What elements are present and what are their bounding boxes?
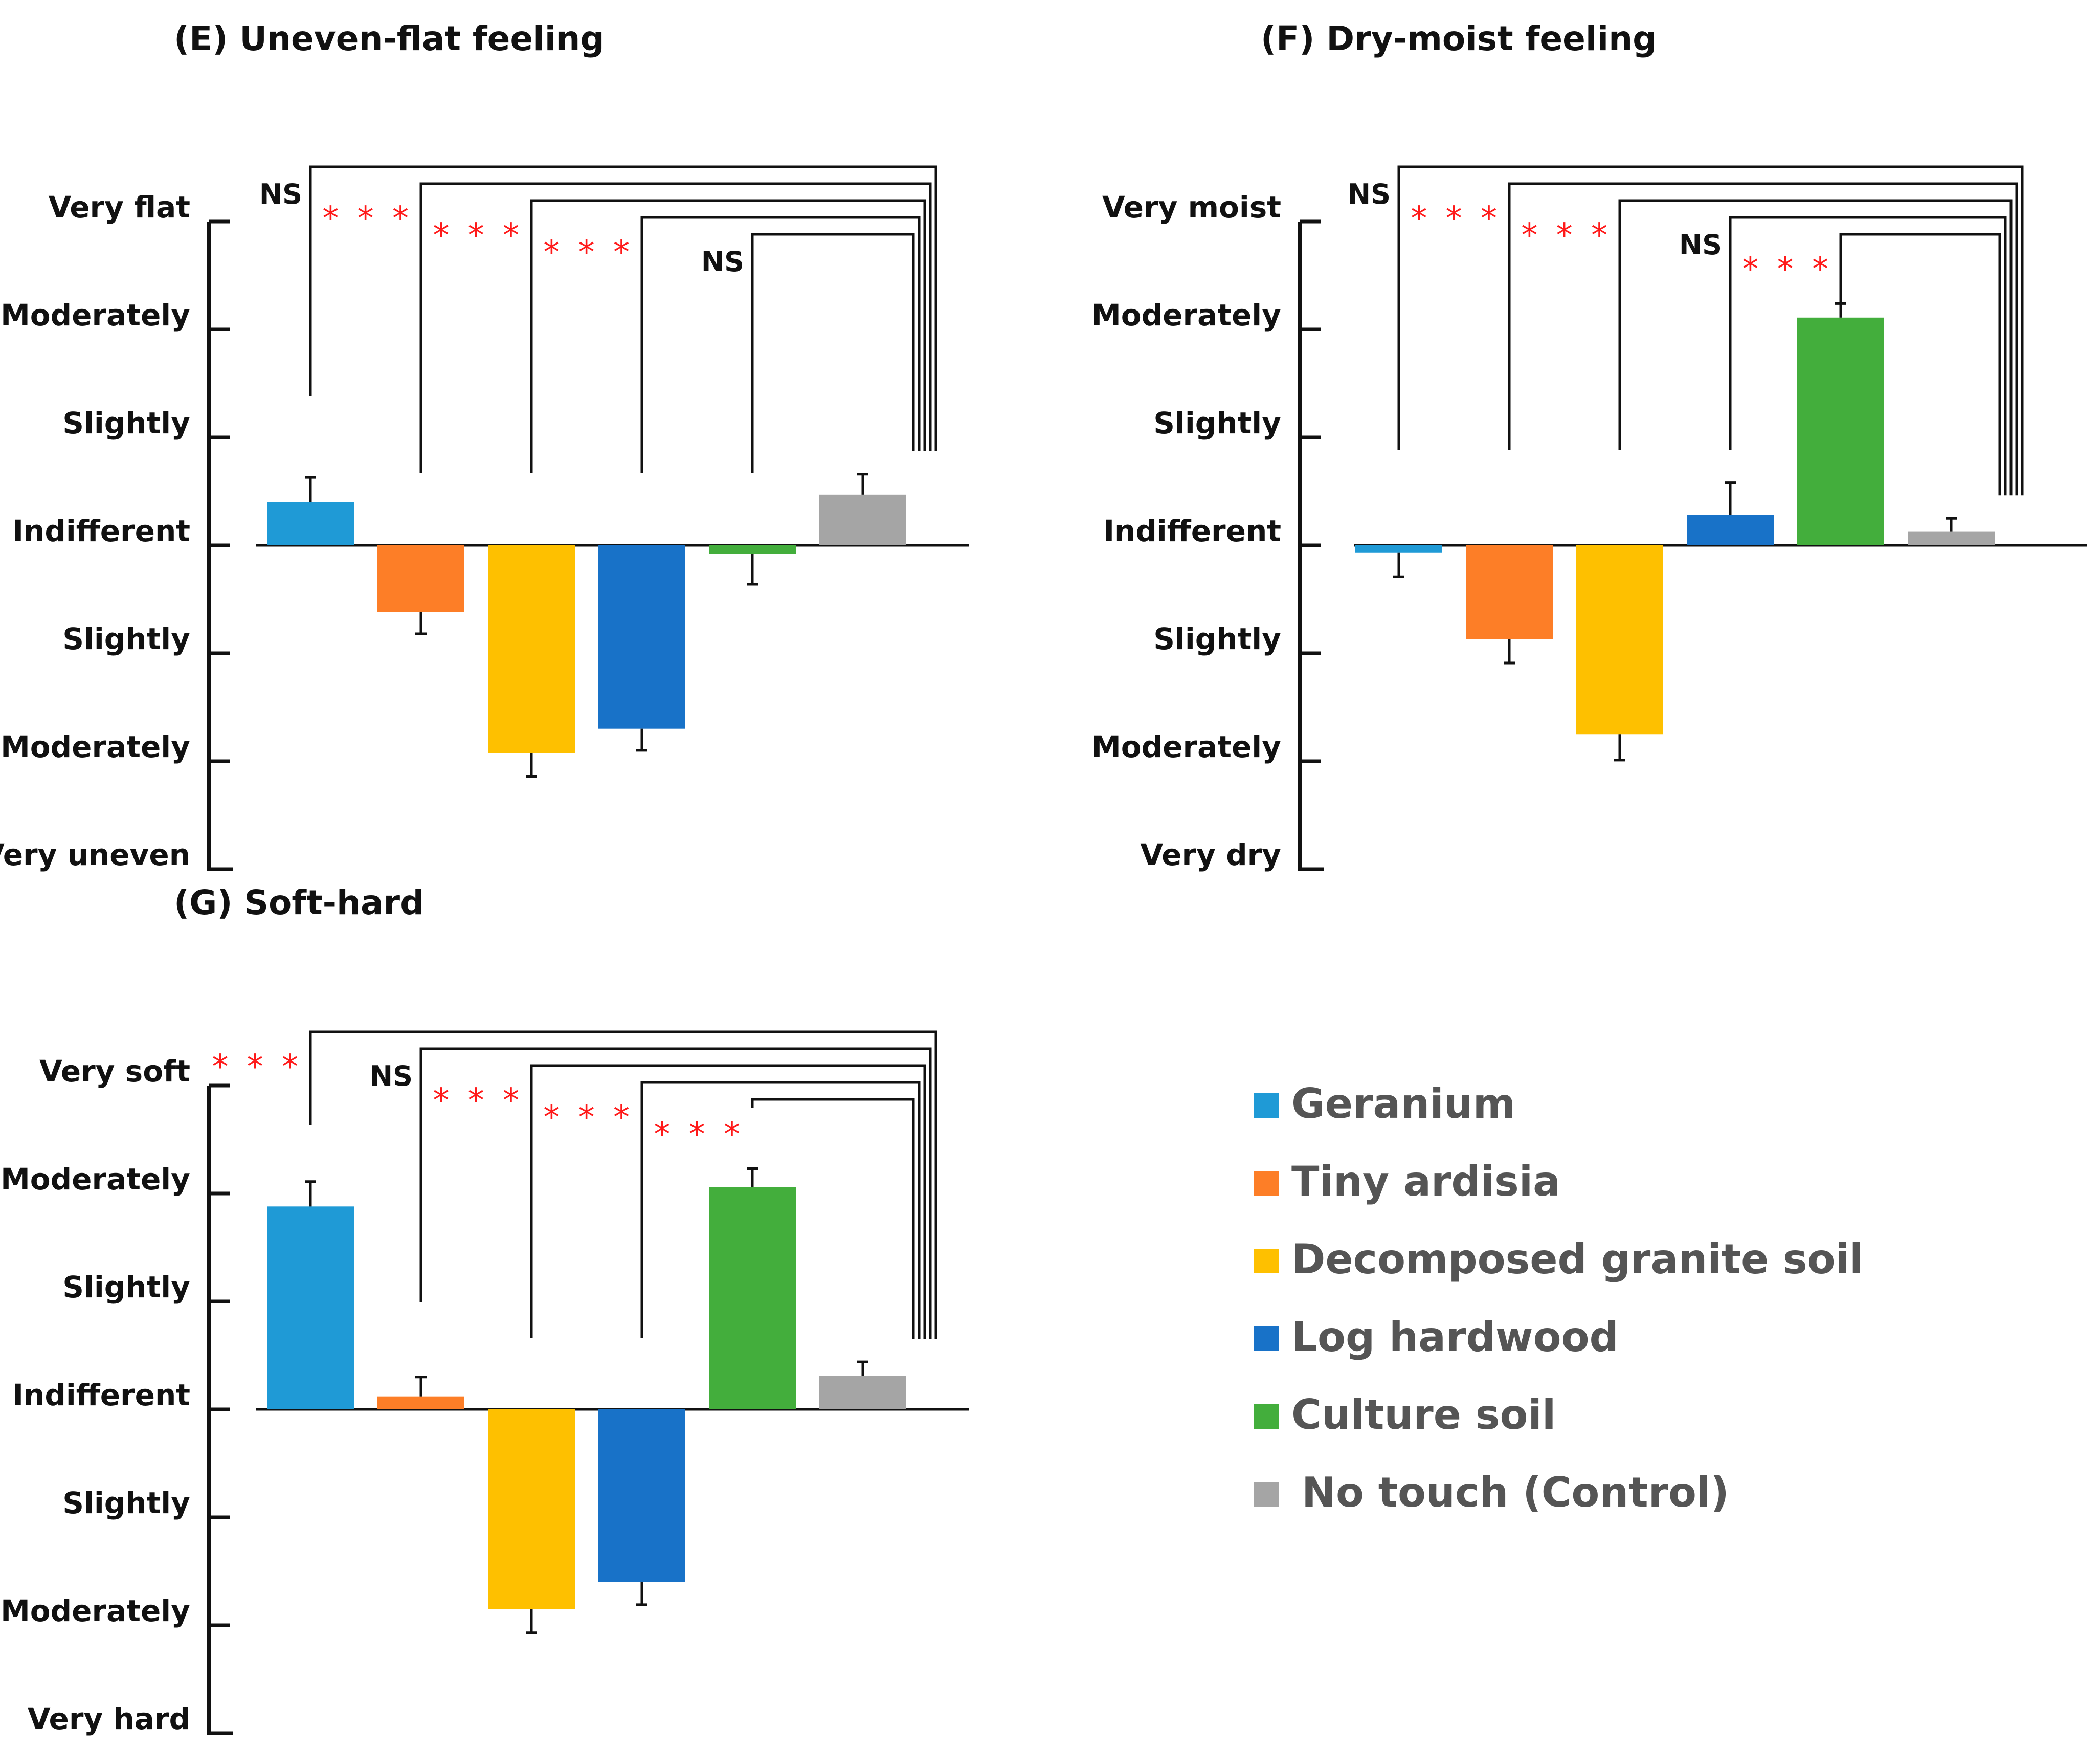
significance-label: NS xyxy=(701,246,744,278)
legend-swatch xyxy=(1254,1482,1279,1507)
legend-label: Culture soil xyxy=(1291,1391,1556,1439)
significance-label: * * * xyxy=(1411,200,1501,238)
y-tick-label: Slightly xyxy=(62,406,190,440)
significance-label: * * * xyxy=(1742,251,1833,289)
y-tick-label: Moderately xyxy=(1,1162,190,1197)
significance-label: NS xyxy=(370,1060,413,1092)
significance-label: NS xyxy=(1348,178,1391,210)
y-tick-label: Indifferent xyxy=(12,514,190,548)
significance-bracket xyxy=(751,1098,915,1339)
significance-bracket xyxy=(419,1047,932,1339)
legend-label: No touch (Control) xyxy=(1302,1469,1729,1516)
bar xyxy=(598,1409,685,1582)
y-tick-label: Very soft xyxy=(39,1054,190,1089)
significance-bracket xyxy=(530,1064,926,1339)
significance-label: NS xyxy=(1679,229,1722,261)
bar xyxy=(488,545,575,753)
legend-label: Tiny ardisia xyxy=(1291,1158,1560,1205)
significance-label: * * * xyxy=(654,1116,744,1154)
panel-title: (F) Dry-moist feeling xyxy=(1261,19,1657,58)
legend-swatch xyxy=(1254,1249,1279,1273)
bar xyxy=(267,502,354,545)
bar xyxy=(1576,545,1663,735)
y-tick-label: Very uneven xyxy=(0,837,190,872)
significance-bracket xyxy=(640,216,921,473)
legend-swatch xyxy=(1254,1093,1279,1118)
panel-title: (E) Uneven-flat feeling xyxy=(174,19,605,58)
significance-bracket xyxy=(419,182,932,473)
bar xyxy=(1908,531,1995,545)
bar xyxy=(709,545,796,554)
y-tick-label: Slightly xyxy=(1153,406,1281,440)
y-tick-label: Very flat xyxy=(48,190,190,225)
significance-bracket xyxy=(309,1030,937,1339)
significance-label: NS xyxy=(259,178,302,210)
y-tick-label: Moderately xyxy=(1091,298,1281,333)
significance-bracket xyxy=(1397,165,2024,496)
panel-soft-hard: (G) Soft-hard Very hard Moderately Slightl… xyxy=(1,883,969,1736)
y-tick-label: Moderately xyxy=(1,729,190,764)
significance-bracket xyxy=(1729,216,2007,496)
bar xyxy=(377,545,464,612)
significance-bracket xyxy=(1839,233,2001,496)
y-tick-label: Indifferent xyxy=(1103,514,1281,548)
legend-label: Log hardwood xyxy=(1291,1313,1619,1361)
y-tick-label: Indifferent xyxy=(12,1378,190,1412)
panel-dry-moist: (F) Dry-moist feeling Very dry Moderately… xyxy=(1091,19,2087,872)
significance-label: * * * xyxy=(433,217,523,255)
bar xyxy=(819,1376,906,1409)
significance-bracket xyxy=(1618,199,2013,496)
legend-swatch xyxy=(1254,1171,1279,1196)
bar xyxy=(267,1206,354,1409)
y-tick-label: Very dry xyxy=(1140,837,1281,872)
significance-label: * * * xyxy=(1521,217,1612,255)
y-tick-label: Very moist xyxy=(1102,190,1281,225)
panel-uneven-flat: (E) Uneven-flat feeling Very uneven Moder… xyxy=(0,19,969,872)
panel-title: (G) Soft-hard xyxy=(174,883,424,922)
bar xyxy=(709,1187,796,1409)
significance-bracket xyxy=(751,233,915,473)
bar xyxy=(1466,545,1553,639)
legend-swatch xyxy=(1254,1404,1279,1429)
significance-label: * * * xyxy=(212,1048,302,1086)
significance-bracket xyxy=(309,165,937,451)
bar xyxy=(488,1409,575,1609)
y-tick-label: Very hard xyxy=(28,1701,190,1736)
significance-bracket xyxy=(530,199,926,473)
significance-bracket xyxy=(1508,182,2018,496)
bar xyxy=(377,1396,464,1409)
significance-label: * * * xyxy=(543,234,634,272)
significance-label: * * * xyxy=(433,1082,523,1120)
y-tick-label: Moderately xyxy=(1,298,190,333)
y-tick-label: Slightly xyxy=(62,1486,190,1520)
significance-bracket xyxy=(640,1081,921,1339)
significance-label: * * * xyxy=(322,200,413,238)
y-tick-label: Slightly xyxy=(62,622,190,656)
bar xyxy=(1355,545,1442,553)
y-tick-label: Moderately xyxy=(1,1594,190,1628)
y-tick-label: Slightly xyxy=(1153,622,1281,656)
legend-swatch xyxy=(1254,1326,1279,1351)
bar xyxy=(598,545,685,729)
bar xyxy=(819,494,906,545)
legend-label: Geranium xyxy=(1291,1080,1515,1127)
bar xyxy=(1797,317,1884,545)
bar xyxy=(1687,515,1774,545)
y-tick-label: Moderately xyxy=(1091,729,1281,764)
y-tick-label: Slightly xyxy=(62,1270,190,1304)
significance-label: * * * xyxy=(543,1099,634,1137)
legend-label: Decomposed granite soil xyxy=(1291,1235,1863,1283)
legend: Geranium Tiny ardisia Decomposed granite s… xyxy=(1254,1080,1863,1516)
